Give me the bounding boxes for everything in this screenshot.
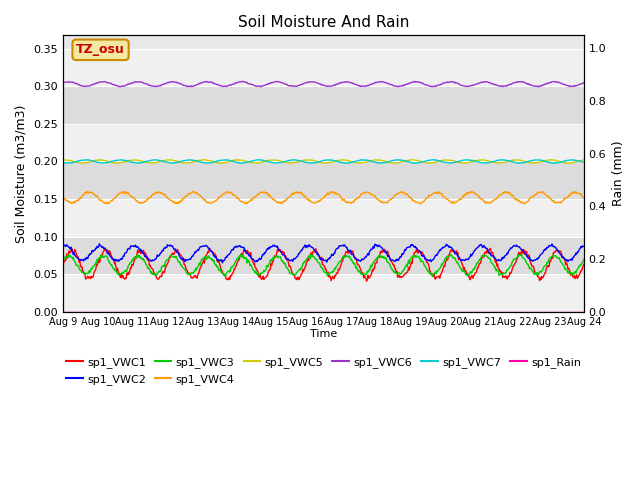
Y-axis label: Rain (mm): Rain (mm) [612, 141, 625, 206]
X-axis label: Time: Time [310, 329, 337, 339]
Bar [63, 49, 584, 86]
Bar [63, 237, 584, 274]
Bar [63, 86, 584, 124]
Bar [63, 274, 584, 312]
Bar [63, 161, 584, 199]
Bar [63, 124, 584, 161]
Y-axis label: Soil Moisture (m3/m3): Soil Moisture (m3/m3) [15, 104, 28, 243]
Text: TZ_osu: TZ_osu [76, 43, 125, 56]
Bar [63, 199, 584, 237]
Title: Soil Moisture And Rain: Soil Moisture And Rain [238, 15, 409, 30]
Legend: sp1_VWC1, sp1_VWC2, sp1_VWC3, sp1_VWC4, sp1_VWC5, sp1_VWC6, sp1_VWC7, sp1_Rain: sp1_VWC1, sp1_VWC2, sp1_VWC3, sp1_VWC4, … [61, 353, 586, 389]
